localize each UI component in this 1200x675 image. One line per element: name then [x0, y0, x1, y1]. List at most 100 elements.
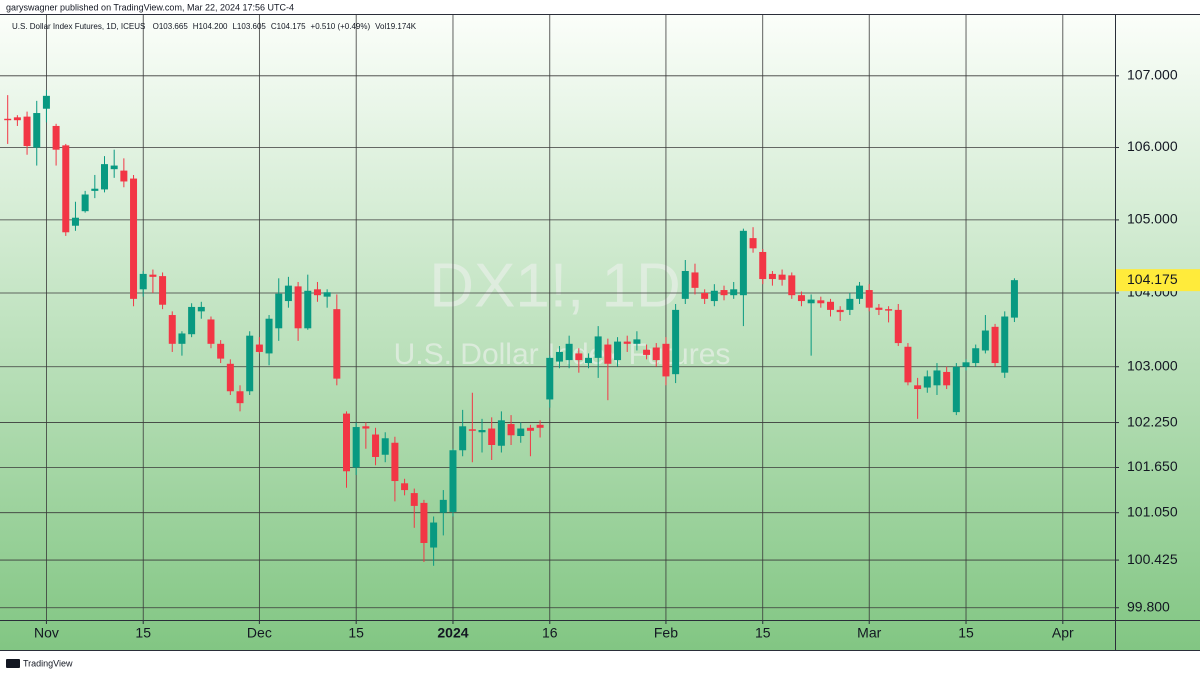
legend-value: H104.200 — [193, 22, 228, 31]
candle-body — [797, 295, 805, 302]
candle-body — [952, 366, 960, 413]
candle-body — [410, 493, 418, 506]
grid — [0, 14, 1115, 620]
candle-body — [439, 499, 447, 513]
candle-body — [807, 299, 815, 304]
candle-body — [720, 290, 728, 296]
last-price-box — [1116, 269, 1200, 292]
candle-body — [323, 292, 331, 297]
candle-body — [788, 275, 796, 296]
x-tick-label: 15 — [755, 625, 771, 641]
x-tick-label: Apr — [1052, 625, 1074, 641]
candle-body — [23, 116, 31, 147]
candle-body — [391, 442, 399, 482]
x-tick-label: Feb — [654, 625, 678, 641]
candle-body — [904, 346, 912, 383]
candle-body — [885, 309, 893, 311]
candle-body — [875, 307, 883, 310]
candle-body — [420, 502, 428, 543]
candle-body — [159, 276, 167, 305]
candle-body — [13, 117, 21, 121]
candle-body — [585, 357, 592, 364]
logo-icon — [6, 659, 20, 668]
candle-body — [362, 426, 370, 429]
candle-body — [401, 483, 409, 491]
candle-body — [468, 429, 476, 431]
candle-body — [1010, 280, 1018, 318]
candle-body — [827, 301, 834, 310]
legend-value: C104.175 — [271, 22, 306, 31]
candle-body — [352, 427, 360, 468]
x-tick-label: 15 — [958, 625, 974, 641]
candle-body — [430, 522, 438, 548]
candle-body — [120, 170, 128, 182]
candle-body — [594, 336, 602, 358]
candle-body — [894, 309, 902, 344]
candle-body — [962, 362, 970, 367]
candle-body — [846, 298, 854, 310]
candle-body — [333, 309, 341, 379]
candle-body — [923, 376, 931, 388]
attribution: garyswagner published on TradingView.com… — [6, 2, 294, 12]
candle-body — [71, 217, 79, 226]
candle-body — [933, 370, 941, 386]
candle-body — [672, 309, 680, 375]
candle-body — [507, 424, 515, 436]
y-tick-label: 105.000 — [1127, 211, 1178, 227]
candle-body — [188, 306, 196, 335]
candle-body — [478, 430, 486, 433]
candle-body — [275, 293, 283, 329]
candle-body — [381, 438, 389, 455]
candle-body — [643, 349, 651, 355]
candle-body — [739, 230, 747, 296]
candle-body — [255, 344, 263, 352]
candle-body — [1001, 316, 1009, 373]
y-tick-label: 102.250 — [1127, 413, 1178, 429]
candle-body — [33, 113, 41, 148]
brand: TradingView — [23, 658, 73, 668]
candle-body — [168, 315, 176, 344]
legend-value: O103.665 — [153, 22, 189, 31]
candle-body — [662, 343, 670, 377]
candle-body — [652, 347, 660, 361]
legend-value: +0.510 (+0.49%) — [311, 22, 371, 31]
candle-body — [730, 289, 738, 296]
candle-body — [623, 341, 631, 344]
candle-body — [149, 274, 157, 277]
watermark-symbol: DX1!, 1D — [429, 251, 681, 320]
candle-body — [130, 178, 138, 299]
candle-body — [62, 145, 70, 233]
candle-body — [856, 285, 864, 299]
candle-body — [42, 95, 50, 109]
candle-body — [81, 194, 89, 212]
x-tick-label: 15 — [348, 625, 364, 641]
candle-body — [197, 306, 205, 312]
chart-background — [0, 14, 1200, 650]
candle-body — [246, 335, 254, 392]
candle-body — [555, 351, 563, 362]
candle-body — [217, 343, 225, 359]
legend-value: L103.605 — [232, 22, 266, 31]
y-tick-label: 106.000 — [1127, 138, 1178, 154]
candle-body — [981, 330, 989, 351]
y-tick-label: 107.000 — [1127, 67, 1178, 83]
candle-body — [604, 344, 612, 364]
y-tick-label: 101.050 — [1127, 503, 1178, 519]
candle-body — [778, 274, 786, 280]
y-tick-label: 101.650 — [1127, 458, 1178, 474]
candle-body — [91, 188, 99, 191]
candle-body — [207, 319, 215, 344]
legend-title: U.S. Dollar Index Futures, 1D, ICEUS — [12, 22, 145, 31]
candle-body — [313, 289, 321, 296]
candle-body — [52, 125, 60, 150]
axes: 99.800 100.425 101.050 101.650 102.250 103.00… — [34, 67, 1200, 641]
candle-body — [943, 371, 951, 386]
candle-body — [565, 343, 573, 361]
candle-body — [497, 420, 505, 446]
candle-body — [101, 164, 108, 190]
candle-body — [759, 251, 767, 280]
candle-body — [681, 270, 689, 299]
candle-body — [865, 290, 873, 308]
